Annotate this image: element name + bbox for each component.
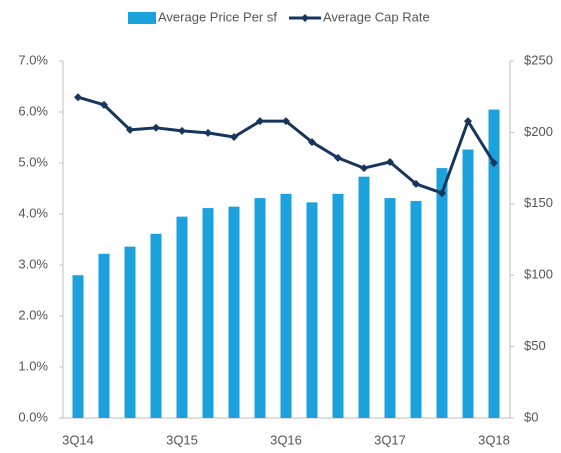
x-tick-label: 3Q18 [478, 432, 510, 447]
y2-tick-label: $250 [524, 52, 553, 67]
marker [100, 100, 108, 109]
y2-tick-label: $0 [524, 409, 538, 424]
y-tick-label: 4.0% [18, 205, 48, 220]
x-tick-label: 3Q15 [166, 432, 198, 447]
marker [334, 153, 342, 162]
y-tick-label: 2.0% [18, 307, 48, 322]
marker [438, 189, 446, 198]
x-tick-label: 3Q14 [62, 432, 94, 447]
bar [358, 176, 370, 418]
marker [152, 123, 160, 132]
line [77, 95, 496, 195]
legend-swatch [128, 12, 156, 24]
y-tick-label: 3.0% [18, 256, 48, 271]
bar [98, 253, 110, 418]
y-tick-label: 1.0% [18, 358, 48, 373]
legend-marker [300, 14, 309, 22]
marker [74, 93, 82, 102]
marker [256, 117, 264, 126]
marker [178, 126, 186, 135]
y2-tick-label: $100 [524, 267, 553, 282]
bar [436, 168, 448, 418]
y-tick-label: 6.0% [18, 103, 48, 118]
bar [72, 275, 84, 418]
bar [462, 149, 474, 418]
bar [150, 233, 162, 418]
bar [280, 193, 292, 418]
legend-label: Average Cap Rate [323, 9, 430, 24]
marker [230, 132, 238, 141]
marker [490, 159, 498, 167]
marker [282, 117, 290, 126]
bar [306, 202, 318, 418]
marker [204, 128, 212, 137]
bar [488, 109, 500, 418]
bar [384, 198, 396, 418]
marker [386, 157, 394, 166]
bar [332, 193, 344, 418]
bar [202, 208, 214, 418]
marker [126, 125, 134, 134]
x-tick-label: 3Q16 [270, 432, 302, 447]
bar [228, 206, 240, 418]
y-tick-label: 5.0% [18, 154, 48, 169]
marker [360, 164, 368, 173]
y2-tick-label: $200 [524, 124, 553, 139]
x-tick-label: 3Q17 [374, 432, 406, 447]
marker [308, 138, 316, 147]
y-tick-label: 0.0% [18, 409, 48, 424]
marker [412, 179, 420, 188]
y2-tick-label: $150 [524, 195, 553, 210]
bar [176, 216, 188, 418]
marker [464, 117, 472, 126]
legend-label: Average Price Per sf [158, 9, 277, 24]
bar [124, 246, 136, 418]
y2-tick-label: $50 [524, 338, 546, 353]
bar [410, 200, 422, 418]
bar [254, 198, 266, 418]
y-tick-label: 7.0% [18, 52, 48, 67]
